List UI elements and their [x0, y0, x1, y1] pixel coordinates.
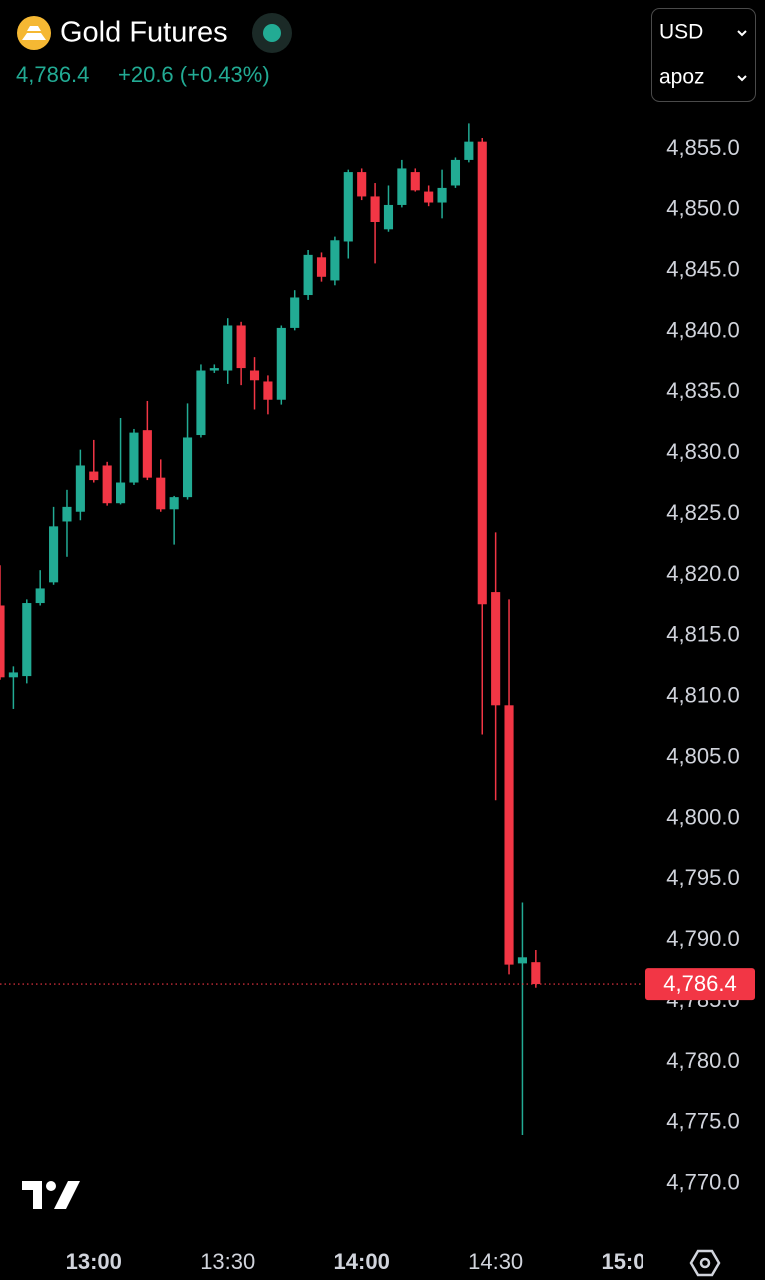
- candle-body: [223, 325, 233, 371]
- candle-body: [0, 605, 5, 678]
- candle-body: [316, 257, 327, 277]
- candle-body: [263, 381, 273, 400]
- candle-body: [383, 204, 394, 230]
- y-tick-label: 4,835.0: [666, 378, 739, 403]
- x-tick-label: 14:30: [468, 1249, 523, 1274]
- x-tick-label: 13:00: [66, 1249, 122, 1274]
- settings-dot: [699, 1257, 711, 1269]
- symbol-title: Gold Futures: [60, 17, 228, 49]
- candle-body: [424, 191, 434, 203]
- candle-body: [116, 482, 126, 504]
- candle-body: [410, 172, 420, 191]
- candle-body: [196, 370, 206, 436]
- y-tick-label: 4,805.0: [666, 743, 739, 768]
- candle-body: [8, 672, 18, 678]
- y-tick-label: 4,825.0: [666, 500, 739, 525]
- candle-body: [156, 477, 166, 510]
- candle-body: [89, 471, 99, 481]
- last-price-label: 4,786.4: [663, 971, 736, 996]
- candle-body: [303, 254, 313, 296]
- candle-body: [290, 297, 300, 328]
- candle-body: [102, 465, 112, 504]
- candle-body: [357, 172, 367, 197]
- candle-body: [477, 141, 487, 605]
- y-tick-label: 4,820.0: [666, 561, 739, 586]
- y-tick-label: 4,775.0: [666, 1109, 739, 1134]
- currency[interactable]: USD: [659, 21, 703, 44]
- header-price: 4,786.4: [16, 62, 89, 87]
- y-tick-label: 4,800.0: [666, 804, 739, 829]
- candle-body: [450, 159, 461, 186]
- symbol-header[interactable]: Gold Futures: [17, 13, 292, 53]
- y-tick-label: 4,830.0: [666, 439, 739, 464]
- chevron: [737, 30, 747, 37]
- plot-area: 13:00 13:30 14:00 14:30 15:00: [0, 123, 657, 1274]
- candle-body: [236, 325, 246, 369]
- selector-box: [651, 8, 756, 102]
- logo-part: [22, 1181, 42, 1209]
- candle-body: [49, 526, 59, 583]
- gold-bars-icon: [22, 26, 46, 40]
- unit[interactable]: apoz: [659, 66, 705, 89]
- candle-body: [531, 962, 541, 985]
- logo[interactable]: [22, 1181, 80, 1209]
- candle-body: [249, 370, 260, 381]
- logo-part: [46, 1181, 56, 1191]
- header-change: +20.6 (+0.43%): [118, 62, 270, 87]
- y-tick-label: 4,815.0: [666, 622, 739, 647]
- y-tick-label: 4,850.0: [666, 196, 739, 221]
- y-tick-label: 4,770.0: [666, 1170, 739, 1195]
- candle-body: [22, 603, 32, 677]
- y-tick-label: 4,780.0: [666, 1048, 739, 1073]
- candle-body: [437, 187, 447, 203]
- price-axis: 4,770.04,775.04,780.04,785.04,790.04,795…: [643, 135, 740, 1195]
- y-tick-label: 4,810.0: [666, 683, 739, 708]
- status-dot: [263, 24, 281, 42]
- logo-part: [54, 1181, 80, 1209]
- candle-body: [35, 588, 45, 604]
- y-tick-label: 4,795.0: [666, 865, 739, 890]
- candle-body: [343, 172, 353, 242]
- candle-body: [276, 327, 286, 400]
- settings-hex: [689, 1249, 721, 1277]
- candle-body: [370, 196, 380, 222]
- candle-body: [182, 437, 193, 498]
- x-tick-label: 15:00: [601, 1249, 657, 1274]
- chevron: [737, 75, 747, 82]
- candle-body: [209, 368, 219, 371]
- candle-body: [330, 240, 340, 281]
- candle-body: [142, 430, 152, 478]
- last-price-tag: [645, 968, 755, 1001]
- settings-button[interactable]: [689, 1249, 721, 1277]
- candle-body: [517, 957, 527, 964]
- candle-body: [169, 497, 179, 510]
- candle-body: [129, 432, 139, 483]
- y-tick-label: 4,790.0: [666, 926, 739, 951]
- candle-body: [491, 592, 501, 706]
- candle-body: [504, 705, 514, 965]
- candle-body: [464, 141, 474, 160]
- x-tick-label: 14:00: [334, 1249, 390, 1274]
- y-tick-label: 4,845.0: [666, 257, 739, 282]
- candle-body: [75, 465, 85, 512]
- unit-selector[interactable]: USD apoz: [651, 8, 756, 102]
- y-tick-label: 4,840.0: [666, 317, 739, 342]
- y-tick-label: 4,855.0: [666, 135, 739, 160]
- candle-body: [397, 168, 407, 205]
- candle-body: [62, 506, 72, 522]
- x-tick-label: 13:30: [200, 1249, 255, 1274]
